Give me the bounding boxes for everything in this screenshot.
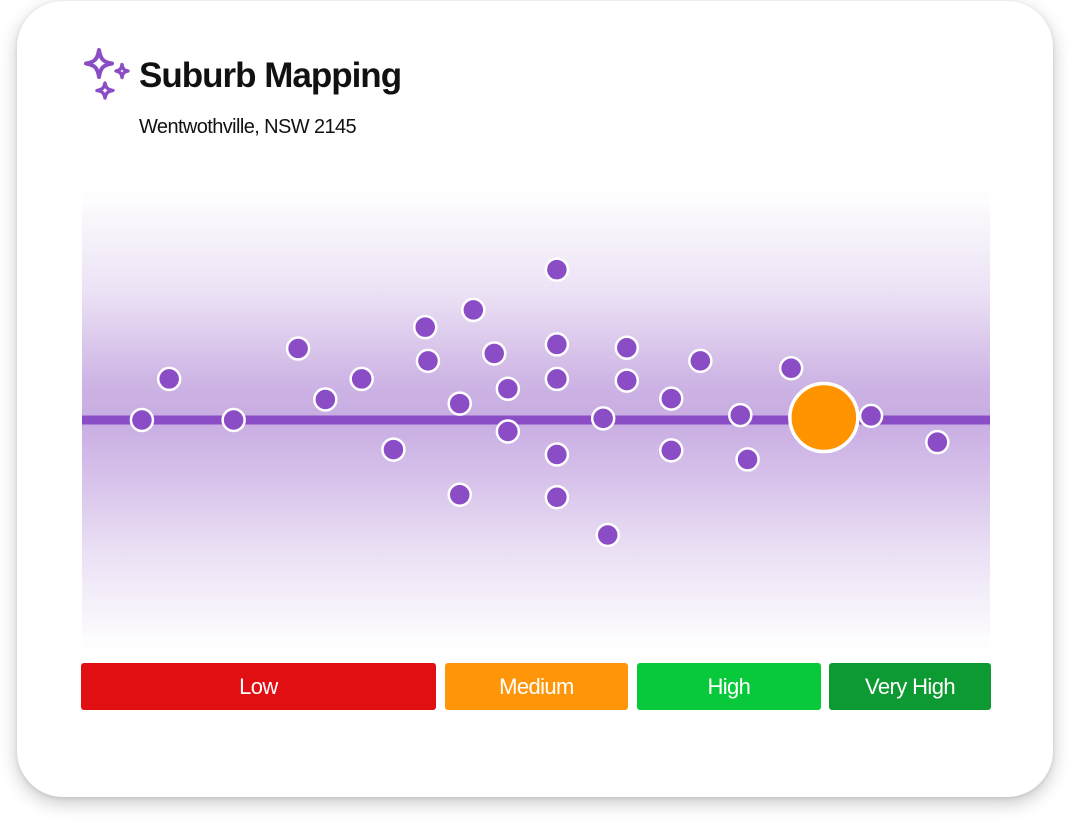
scatter-point (221, 407, 246, 433)
scatter-point (925, 429, 950, 455)
page-title: Suburb Mapping (139, 56, 402, 95)
scatter-point (544, 257, 570, 282)
scatter-point (614, 368, 640, 393)
scatter-point (495, 376, 521, 402)
band-low: Low (81, 663, 436, 710)
scatter-point (728, 402, 753, 428)
scatter-point (461, 297, 486, 323)
scatter-point (659, 386, 684, 411)
scatter-point (129, 407, 155, 433)
scatter-point (595, 522, 620, 548)
scatter-point (659, 438, 684, 463)
suburb-location: Wentwothville, NSW 2145 (139, 116, 357, 138)
scatter-point (590, 406, 616, 431)
sparkles-icon (84, 48, 130, 100)
scatter-point (447, 482, 472, 507)
scatter-point (544, 442, 570, 467)
scatter-point (412, 314, 438, 340)
scatter-point (381, 437, 406, 462)
rating-scale: Low Medium High Very High (81, 663, 991, 710)
scatter-point (495, 419, 521, 444)
scatter-point (688, 348, 713, 374)
scatter-point (544, 484, 570, 510)
band-very-high: Very High (829, 663, 991, 710)
scatter-point (349, 366, 374, 392)
highlighted-suburb-point (788, 381, 860, 454)
band-medium: Medium (445, 663, 628, 710)
scatter-point (481, 341, 507, 366)
scatter-point (313, 387, 338, 412)
scatter-plot-area (82, 190, 990, 650)
scatter-point (415, 348, 441, 374)
scatter-point (156, 366, 182, 392)
scatter-point (285, 336, 311, 361)
scatter-point (858, 403, 884, 429)
band-high: High (637, 663, 821, 710)
scatter-point (778, 356, 804, 381)
scatter-point (614, 335, 640, 360)
scatter-point (735, 447, 760, 472)
scatter-point (544, 366, 570, 392)
scatter-point (544, 332, 570, 357)
scatter-point (447, 391, 472, 416)
scatter-chart (82, 257, 990, 548)
